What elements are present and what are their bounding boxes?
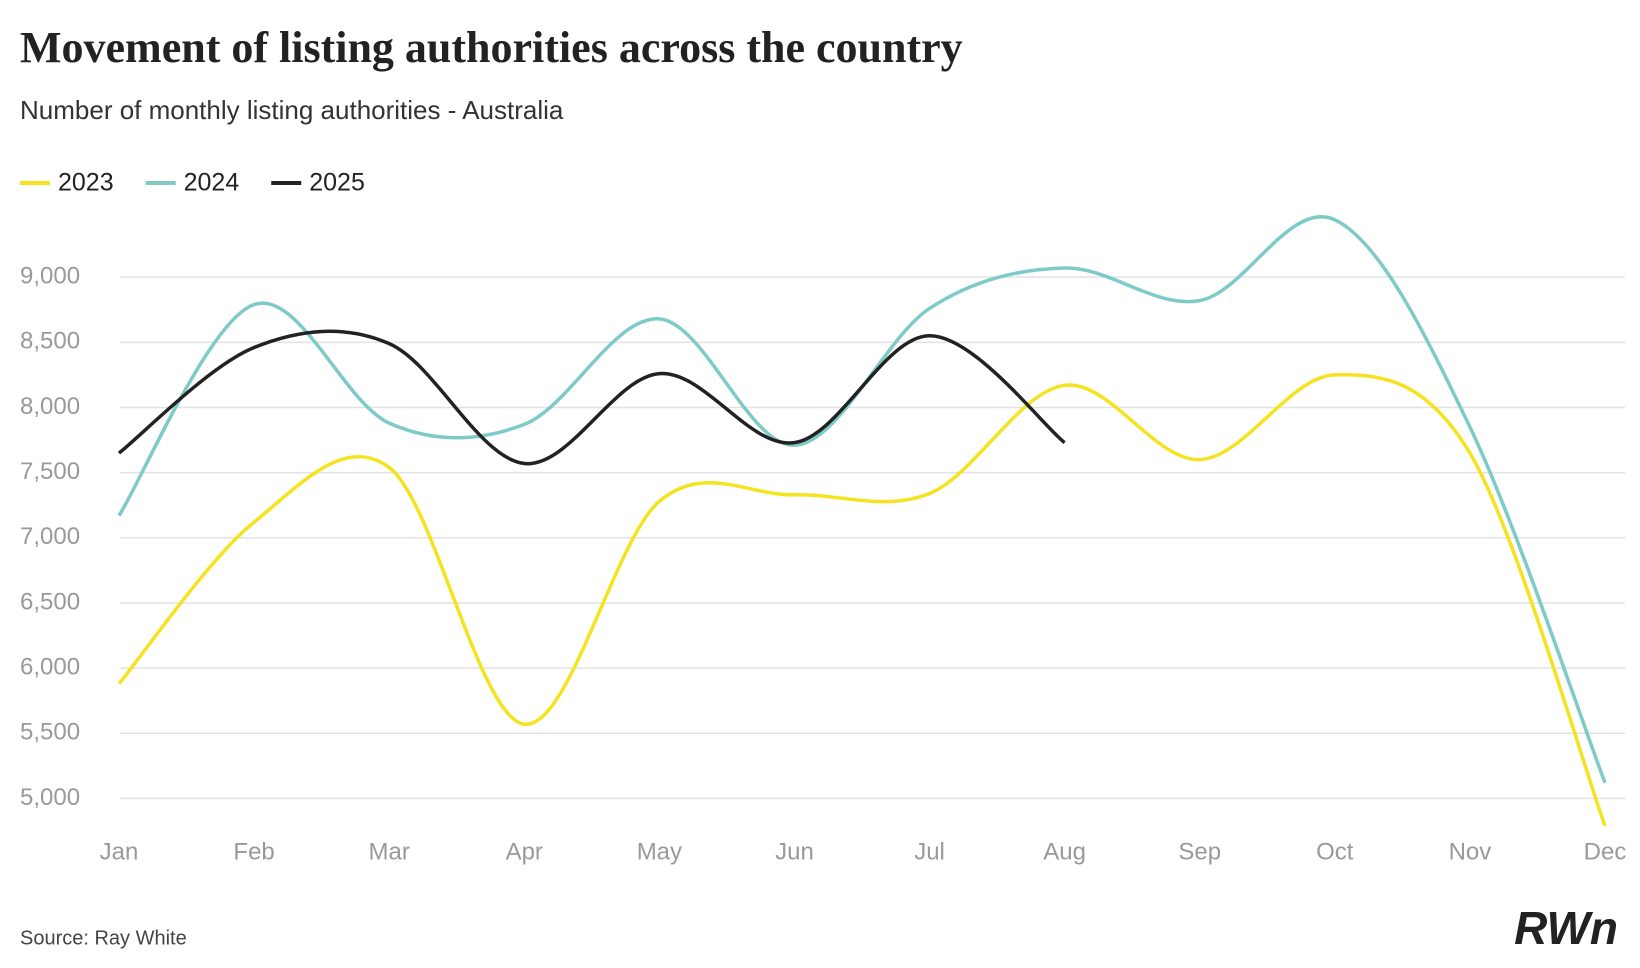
line-series: [117, 373, 1607, 827]
x-tick-label: Feb: [233, 838, 274, 865]
y-tick-label: 9,000: [20, 263, 80, 290]
line-series: [117, 215, 1607, 784]
x-tick-label: May: [637, 838, 682, 865]
legend-label: 2023: [58, 169, 114, 197]
legend-label: 2024: [184, 169, 240, 197]
x-tick-label: Sep: [1178, 838, 1221, 865]
x-tick-label: Jun: [775, 838, 814, 865]
source: Source: Ray White: [20, 927, 187, 949]
x-tick-label: Aug: [1043, 838, 1086, 865]
x-tick-label: Mar: [369, 838, 410, 865]
x-tick-label: Jul: [914, 838, 945, 865]
line-series: [117, 329, 1066, 466]
logo: RWn: [1514, 902, 1618, 954]
y-tick-label: 8,500: [20, 328, 80, 355]
x-tick-label: Dec: [1584, 838, 1627, 865]
y-tick-label: 5,500: [20, 719, 80, 746]
chart-title: Movement of listing authorities across t…: [20, 23, 963, 72]
legend-label: 2025: [309, 169, 365, 197]
x-tick-label: Apr: [506, 838, 543, 865]
x-tick-label: Jan: [100, 838, 139, 865]
x-tick-label: Nov: [1449, 838, 1492, 865]
x-tick-label: Oct: [1316, 838, 1354, 865]
y-tick-label: 7,000: [20, 523, 80, 550]
y-tick-label: 6,000: [20, 653, 80, 680]
y-tick-label: 8,000: [20, 393, 80, 420]
y-tick-label: 5,000: [20, 784, 80, 811]
y-tick-label: 7,500: [20, 458, 80, 485]
chart-subtitle: Number of monthly listing authorities - …: [20, 95, 564, 125]
y-tick-label: 6,500: [20, 588, 80, 615]
